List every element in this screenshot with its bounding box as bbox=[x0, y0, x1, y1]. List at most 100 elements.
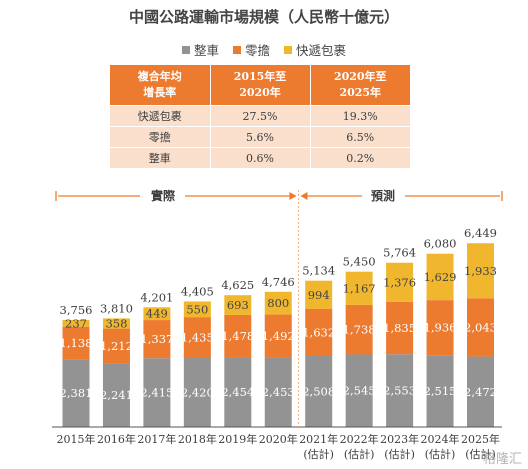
bar-segment bbox=[426, 300, 454, 356]
table-cell: 19.3% bbox=[310, 105, 410, 127]
data-label: 449 bbox=[146, 307, 168, 321]
table-cell: 5.6% bbox=[210, 126, 311, 148]
x-tick-label: 2022年 bbox=[340, 432, 379, 446]
data-label: 1,632 bbox=[302, 325, 335, 339]
x-tick-sublabel: (估計) bbox=[303, 447, 334, 461]
legend-swatch-express bbox=[283, 46, 292, 54]
table-cell: 6.5% bbox=[310, 126, 410, 148]
x-tick-label: 2019年 bbox=[218, 432, 257, 446]
table-header-line: 複合年均 bbox=[137, 70, 182, 83]
table-header-line: 2015年至 bbox=[233, 70, 287, 83]
legend-item-express: 快遞包裹 bbox=[283, 40, 346, 59]
data-label: 994 bbox=[308, 288, 330, 302]
watermark: 格隆汇 bbox=[483, 451, 522, 467]
total-label: 6,080 bbox=[424, 237, 457, 251]
table-cell: 零擔 bbox=[110, 126, 211, 148]
data-label: 2,415 bbox=[140, 386, 173, 400]
total-label: 4,746 bbox=[262, 275, 295, 289]
bar-segment bbox=[345, 304, 373, 355]
bar-segment bbox=[224, 295, 252, 315]
x-tick-sublabel: (估計) bbox=[384, 447, 415, 461]
legend-item-ltl: 零擔 bbox=[232, 40, 270, 59]
bar-segment bbox=[62, 359, 90, 427]
bar-segment bbox=[467, 356, 494, 427]
bar-segment bbox=[467, 243, 494, 299]
x-tick-label: 2023年 bbox=[380, 432, 419, 446]
data-label: 2,454 bbox=[221, 385, 254, 399]
x-tick-label: 2020年 bbox=[259, 432, 298, 446]
legend-swatch-ftl bbox=[181, 46, 190, 54]
x-tick-label: 2016年 bbox=[97, 432, 136, 446]
data-label: 2,043 bbox=[464, 320, 497, 334]
bar-segment bbox=[386, 301, 414, 355]
data-label: 2,515 bbox=[424, 384, 457, 398]
cagr-header-2020-2025: 2020年至 2025年 bbox=[310, 65, 410, 106]
data-label: 1,738 bbox=[343, 323, 376, 337]
table-cell: 0.2% bbox=[310, 147, 410, 168]
bar-segment bbox=[62, 319, 90, 327]
bar-segment bbox=[345, 354, 373, 427]
data-label: 2,420 bbox=[181, 386, 214, 400]
bar-segment bbox=[426, 253, 454, 301]
bar-segment bbox=[62, 326, 90, 360]
table-cell: 0.6% bbox=[210, 147, 311, 168]
bar-segment bbox=[264, 357, 292, 427]
bar-segment bbox=[224, 357, 252, 427]
data-label: 1,936 bbox=[424, 321, 457, 335]
total-label: 5,134 bbox=[302, 264, 335, 278]
bar-segment bbox=[305, 309, 333, 356]
cagr-header-metric: 複合年均 增長率 bbox=[110, 65, 211, 106]
bar-segment bbox=[143, 320, 171, 359]
bar-segment bbox=[143, 358, 171, 427]
data-label: 1,629 bbox=[424, 270, 457, 284]
data-label: 2,508 bbox=[302, 384, 335, 398]
table-header-line: 增長率 bbox=[143, 86, 177, 99]
data-label: 1,337 bbox=[140, 332, 173, 346]
data-label: 1,478 bbox=[221, 329, 254, 343]
bar-segment bbox=[224, 314, 252, 358]
total-label: 5,450 bbox=[343, 255, 376, 269]
legend-label-ftl: 整車 bbox=[193, 43, 219, 58]
total-label: 4,625 bbox=[221, 278, 254, 292]
data-label: 358 bbox=[105, 316, 127, 330]
x-tick-sublabel: (估計) bbox=[465, 447, 496, 461]
bar-segment bbox=[183, 358, 211, 427]
data-label: 1,376 bbox=[383, 275, 416, 289]
bar-segment bbox=[183, 317, 211, 359]
data-label: 237 bbox=[65, 316, 87, 330]
bar-segment bbox=[386, 262, 414, 302]
bar-segment bbox=[345, 271, 373, 305]
x-tick-label: 2018年 bbox=[178, 432, 217, 446]
total-label: 4,201 bbox=[140, 290, 173, 304]
bar-segment bbox=[386, 354, 414, 427]
bar-segment bbox=[264, 291, 292, 315]
x-tick-label: 2025年 bbox=[461, 432, 500, 446]
table-cell: 整車 bbox=[110, 147, 211, 168]
cagr-header-2015-2020: 2015年至 2020年 bbox=[210, 65, 311, 106]
table-header-line: 2025年 bbox=[339, 86, 382, 99]
table-header-line: 2020年 bbox=[239, 86, 281, 99]
legend-item-ftl: 整車 bbox=[181, 40, 219, 59]
data-label: 1,435 bbox=[181, 331, 214, 345]
bar-segment bbox=[305, 280, 333, 310]
table-cell: 快遞包裹 bbox=[110, 105, 211, 127]
data-label: 1,835 bbox=[383, 321, 416, 335]
bar-segment bbox=[426, 355, 454, 427]
bar-segment bbox=[467, 298, 494, 357]
total-label: 3,756 bbox=[60, 303, 93, 317]
data-label: 693 bbox=[227, 298, 249, 312]
x-tick-label: 2017年 bbox=[137, 432, 176, 446]
bracket-label-forecast: 預測 bbox=[371, 188, 395, 203]
bar-segment bbox=[143, 307, 171, 321]
legend-swatch-ltl bbox=[232, 46, 241, 54]
bar-segment bbox=[102, 328, 130, 364]
data-label: 1,933 bbox=[464, 264, 497, 278]
bar-segment bbox=[102, 318, 130, 329]
cagr-table-header-row: 複合年均增長率 2015年至 2020年 2020年至 2025年 bbox=[110, 65, 410, 106]
total-label: 3,810 bbox=[100, 301, 133, 315]
data-label: 2,553 bbox=[383, 384, 416, 398]
table-row: 整車 0.6% 0.2% bbox=[110, 147, 410, 168]
data-label: 2,545 bbox=[343, 384, 376, 398]
data-label: 800 bbox=[267, 296, 289, 310]
total-label: 4,405 bbox=[181, 284, 214, 298]
